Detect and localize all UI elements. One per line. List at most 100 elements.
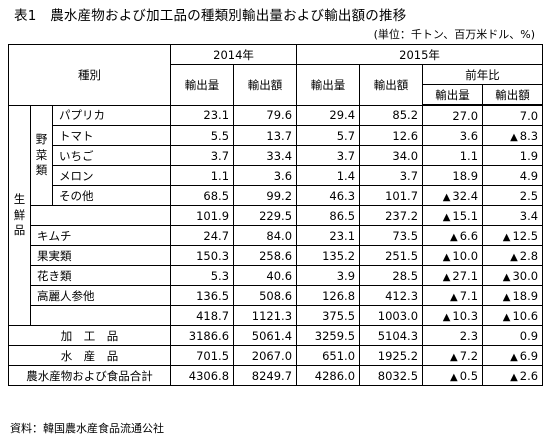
decrease-triangle-icon: ▲: [442, 211, 451, 223]
table-title: 表1 農水産物および加工品の種類別輸出量および輸出額の推移: [14, 8, 407, 24]
volume-2014: 5.3: [170, 265, 235, 286]
yoy-value: 3.4: [482, 205, 544, 226]
yoy-value: 30.0: [512, 268, 539, 283]
volume-2015: 3.9: [296, 265, 361, 286]
decrease-triangle-icon: ▲: [502, 291, 511, 303]
yoy-value: 6.9: [519, 348, 539, 363]
yoy-value: 2.5: [482, 185, 544, 206]
yoy-value: 7.2: [459, 348, 479, 363]
volume-2015: 23.1: [296, 225, 361, 246]
yoy-value: ▲ 12.5: [482, 225, 544, 246]
yoy-volume-header: 輸出量: [422, 84, 484, 106]
yoy-value: 10.6: [512, 308, 539, 323]
marine-label: 水 産 品: [7, 345, 172, 366]
value-2014: 84.0: [233, 225, 298, 246]
item-name: キムチ: [29, 225, 172, 246]
yoy-value: 4.9: [519, 168, 539, 183]
yoy-value: 18.9: [452, 168, 479, 183]
value-2014: 258.6: [233, 245, 298, 266]
yoy-value: ▲ 2.6: [482, 365, 544, 386]
value-2014: 1121.3: [233, 305, 298, 326]
value-2015: 5104.3: [359, 325, 424, 346]
year-2014-header: 2014年: [170, 44, 298, 65]
yoy-volume: ▲ 10.3: [422, 305, 484, 326]
yoy-value: 10.3: [452, 308, 479, 323]
volume-2015: 135.2: [296, 245, 361, 266]
value-2014: 5061.4: [233, 325, 298, 346]
table-row: 101.9 229.5 86.5 237.2 ▲ 15.1 3.4: [9, 205, 544, 226]
volume-2015: 3259.5: [296, 325, 361, 346]
yoy-value: 1.1: [459, 148, 479, 163]
yoy-volume: ▲ 15.1: [422, 205, 484, 226]
decrease-triangle-icon: ▲: [450, 291, 458, 303]
volume-2015: 46.3: [296, 185, 361, 206]
yoy-volume: ▲ 7.2: [422, 345, 484, 366]
yoy-value: 2.6: [519, 368, 539, 383]
decrease-triangle-icon: ▲: [442, 311, 451, 323]
volume-2014: 23.1: [170, 104, 235, 126]
yoy-value: 7.0: [482, 104, 544, 126]
processed-label: 加 工 品: [7, 325, 172, 346]
table-row: メロン 1.1 3.6 1.4 3.7 18.9 4.9: [9, 165, 544, 186]
volume-2014: 24.7: [170, 225, 235, 246]
volume-2014: 5.5: [170, 125, 235, 146]
volume-2014: 101.9: [170, 205, 235, 226]
yoy-value: ▲ 10.6: [482, 305, 544, 326]
item-name: いちご: [51, 145, 172, 166]
decrease-triangle-icon: ▲: [450, 351, 458, 363]
value-2015: 1003.0: [359, 305, 424, 326]
volume-2014: 68.5: [170, 185, 235, 206]
table-row: その他 68.5 99.2 46.3 101.7 ▲ 32.4 2.5: [9, 185, 544, 206]
yoy-value: 0.5: [459, 368, 479, 383]
item-name: トマト: [51, 125, 172, 146]
volume-2015: 651.0: [296, 345, 361, 366]
value-2015: 412.3: [359, 285, 424, 306]
export-value-2014-header: 輸出額: [233, 64, 298, 106]
volume-2014: 1.1: [170, 165, 235, 186]
value-2015: 251.5: [359, 245, 424, 266]
volume-2014: 701.5: [170, 345, 235, 366]
yoy-value: 10.0: [452, 248, 479, 263]
decrease-triangle-icon: ▲: [450, 231, 458, 243]
value-2015: 101.7: [359, 185, 424, 206]
yoy-value: 18.9: [512, 288, 539, 303]
yoy-value: 2.5: [519, 188, 539, 203]
volume-2015: 5.7: [296, 125, 361, 146]
yoy-volume: ▲ 27.1: [422, 265, 484, 286]
table-row: 水 産 品 701.5 2067.0 651.0 1925.2 ▲ 7.2 ▲ 6.9: [7, 345, 544, 366]
yoy-value: ▲ 8.3: [482, 125, 544, 146]
table-row: いちご 3.7 33.4 3.7 34.0 1.1 1.9: [9, 145, 544, 166]
volume-2014: 3.7: [170, 145, 235, 166]
item-name: 果実類: [29, 245, 172, 266]
yoy-header: 前年比: [422, 64, 544, 85]
volume-2014: 3186.6: [170, 325, 235, 346]
yoy-volume: ▲ 32.4: [422, 185, 484, 206]
yoy-value: 32.4: [452, 188, 479, 203]
value-2015: 8032.5: [359, 365, 424, 386]
item-name: パプリカ: [51, 104, 172, 126]
value-2014: 8249.7: [233, 365, 298, 386]
value-2014: 99.2: [233, 185, 298, 206]
yoy-value: 27.1: [452, 268, 479, 283]
grand-total-label: 農水産物および食品合計: [7, 365, 172, 386]
yoy-value: 4.9: [482, 165, 544, 186]
yoy-value: ▲ 18.9: [482, 285, 544, 306]
volume-2015: 29.4: [296, 104, 361, 126]
yoy-volume: ▲ 0.5: [422, 365, 484, 386]
yoy-value: 7.1: [459, 288, 479, 303]
value-2015: 1925.2: [359, 345, 424, 366]
vegetables-label: 野菜類: [30, 104, 53, 206]
decrease-triangle-icon: ▲: [442, 251, 451, 263]
yoy-value: 1.9: [482, 145, 544, 166]
value-2015: 237.2: [359, 205, 424, 226]
yoy-volume: ▲ 6.6: [422, 225, 484, 246]
volume-2014: 150.3: [170, 245, 235, 266]
fresh-label: 生鮮品: [8, 104, 31, 326]
volume-2015: 4286.0: [296, 365, 361, 386]
volume-2014: 4306.8: [170, 365, 235, 386]
yoy-value: ▲ 2.8: [482, 245, 544, 266]
volume-2015: 86.5: [296, 205, 361, 226]
item-name: メロン: [51, 165, 172, 186]
item-name: その他: [51, 185, 172, 206]
value-2014: 40.6: [233, 265, 298, 286]
